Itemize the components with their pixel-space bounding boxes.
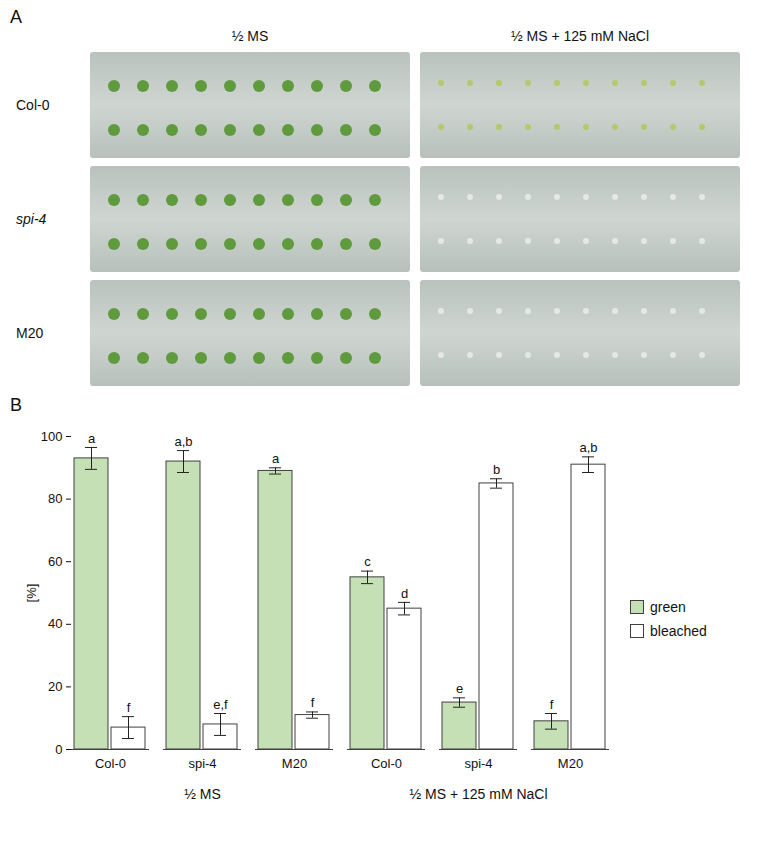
html-text:Col-0: Col-0: [16, 97, 50, 113]
svg-text:½ MS: ½ MS: [184, 786, 221, 802]
svg-text:100: 100: [41, 429, 63, 444]
html-text:½ MS + 125 mM NaCl: ½ MS + 125 mM NaCl: [510, 28, 649, 44]
svg-text:½ MS + 125 mM NaCl: ½ MS + 125 mM NaCl: [409, 786, 547, 802]
svg-text:spi-4: spi-4: [188, 756, 216, 771]
svg-text:a: a: [272, 451, 280, 466]
svg-text:M20: M20: [282, 756, 307, 771]
svg-text:Col-0: Col-0: [371, 756, 402, 771]
html-text:M20: M20: [16, 325, 44, 341]
svg-text:d: d: [401, 586, 408, 601]
svg-text:f: f: [550, 697, 554, 712]
svg-text:M20: M20: [558, 756, 583, 771]
svg-text:80: 80: [48, 491, 62, 506]
svg-text:a,b: a,b: [579, 440, 597, 455]
svg-text:f: f: [311, 695, 315, 710]
html-text:green: green: [650, 598, 686, 615]
svg-text:e,f: e,f: [213, 697, 228, 712]
html-text:B: B: [10, 395, 22, 415]
svg-text:e: e: [456, 681, 463, 696]
html-text:spi-4: spi-4: [16, 211, 47, 227]
svg-text:[%]: [%]: [24, 584, 39, 603]
html-text:A: A: [10, 7, 22, 27]
svg-text:f: f: [127, 700, 131, 715]
svg-text:0: 0: [55, 742, 62, 757]
html-text:bleached: bleached: [650, 622, 707, 639]
html-text:½ MS: ½ MS: [231, 28, 269, 44]
svg-text:20: 20: [48, 679, 62, 694]
svg-text:a,b: a,b: [174, 434, 192, 449]
svg-text:b: b: [493, 462, 500, 477]
svg-text:40: 40: [48, 616, 62, 631]
svg-text:Col-0: Col-0: [95, 756, 126, 771]
svg-text:c: c: [364, 554, 371, 569]
svg-text:60: 60: [48, 554, 62, 569]
svg-text:spi-4: spi-4: [464, 756, 492, 771]
svg-text:a: a: [88, 431, 96, 446]
